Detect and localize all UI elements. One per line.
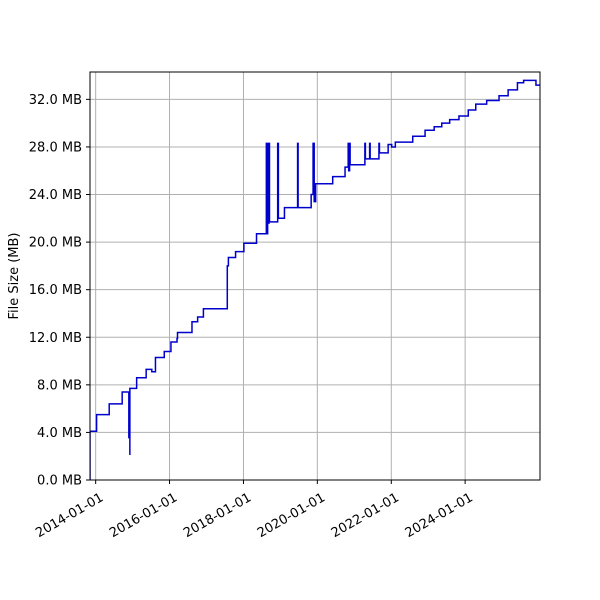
y-tick-label: 32.0 MB [29,93,82,108]
x-tick-label: 2024-01-01 [403,490,476,541]
series-line [90,79,540,480]
y-tick-label: 0.0 MB [37,474,82,489]
x-axis: 2014-01-01 2016-01-01 2018-01-01 2020-01-01… [33,480,476,541]
y-tick-label: 24.0 MB [29,188,82,203]
y-axis-label: File Size (MB) [7,233,22,320]
y-tick-label: 28.0 MB [29,140,82,155]
x-tick-label: 2018-01-01 [181,490,254,541]
x-tick-label: 2014-01-01 [33,490,106,541]
y-tick-label: 16.0 MB [29,283,82,298]
y-axis: 0.0 MB 4.0 MB 8.0 MB 12.0 MB 16.0 MB 20.0 MB 2… [29,93,90,489]
y-tick-label: 12.0 MB [29,331,82,346]
y-tick-label: 4.0 MB [37,426,82,441]
x-tick-label: 2022-01-01 [329,490,402,541]
x-tick-label: 2016-01-01 [107,490,180,541]
grid-lines [90,72,540,481]
y-tick-label: 20.0 MB [29,236,82,251]
series-layer [90,79,540,480]
x-tick-label: 2020-01-01 [255,490,328,541]
plot-frame [89,71,541,481]
y-tick-label: 8.0 MB [37,378,82,393]
